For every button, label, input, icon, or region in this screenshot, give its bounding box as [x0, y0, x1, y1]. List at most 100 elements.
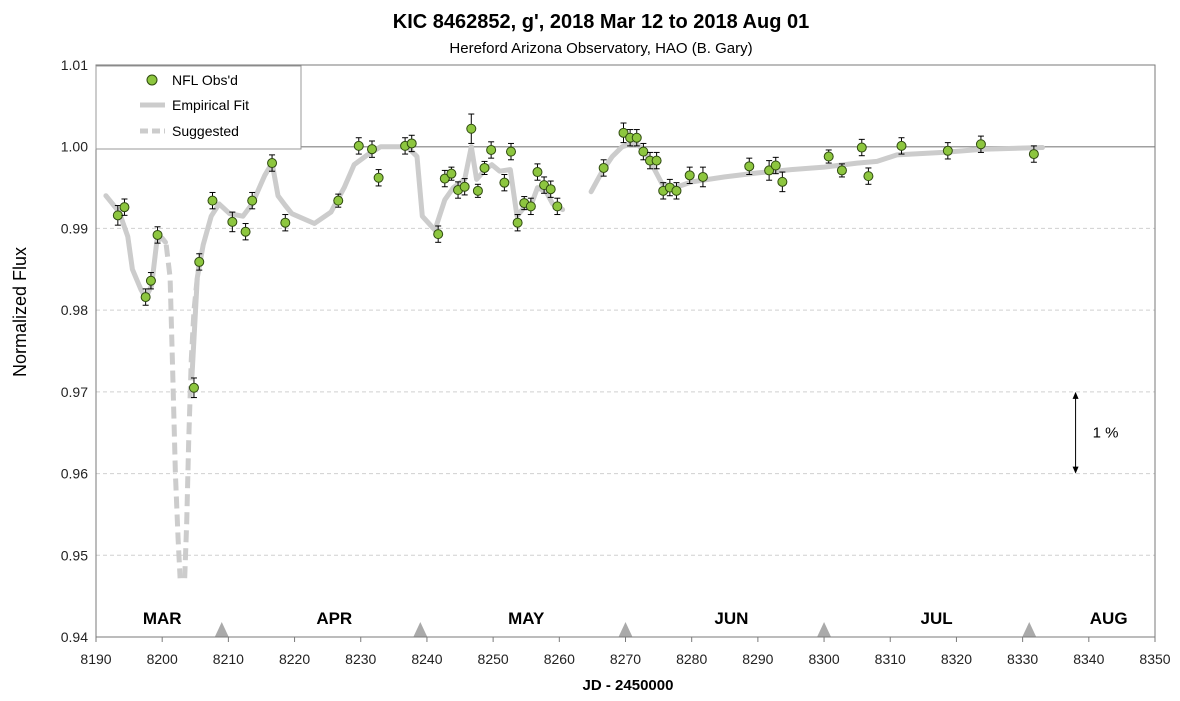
legend-marker-observed: [146, 74, 158, 86]
data-point: [280, 217, 291, 228]
fit-segment: [588, 140, 1045, 195]
data-point: [479, 162, 490, 173]
y-tick-label: 0.97: [61, 384, 88, 400]
data-point: [466, 123, 477, 134]
data-point: [744, 161, 755, 172]
x-tick-label: 8300: [808, 651, 839, 667]
chart-title: KIC 8462852, g', 2018 Mar 12 to 2018 Aug…: [393, 11, 809, 33]
data-point: [333, 195, 344, 206]
data-point: [433, 229, 444, 240]
data-point: [770, 160, 781, 171]
data-point: [525, 201, 536, 212]
month-boundary-triangle: [214, 622, 229, 637]
data-point: [240, 226, 251, 237]
x-tick-label: 8270: [610, 651, 641, 667]
suggested-segment: [182, 252, 204, 579]
data-point: [598, 162, 609, 173]
month-label: MAR: [143, 609, 182, 628]
data-point: [896, 140, 907, 151]
x-tick-label: 8350: [1139, 651, 1170, 667]
legend-label-fit: Empirical Fit: [172, 97, 249, 113]
legend-box: [95, 65, 302, 150]
x-axis-label: JD - 2450000: [583, 677, 674, 694]
data-point: [777, 176, 788, 187]
scale-bar-label: 1 %: [1093, 425, 1119, 442]
y-tick-label: 0.94: [61, 629, 88, 645]
data-point: [152, 229, 163, 240]
data-point: [618, 127, 629, 138]
month-boundary-triangle: [413, 622, 428, 637]
scale-bar-arrow-down: [1072, 466, 1079, 474]
y-tick-label: 1.00: [61, 139, 88, 155]
month-label: APR: [316, 609, 352, 628]
y-tick-label: 0.98: [61, 302, 88, 318]
data-point: [227, 216, 238, 227]
data-point: [532, 167, 543, 178]
observed-points: [112, 113, 1039, 399]
y-tick-label: 0.95: [61, 547, 88, 563]
data-point: [267, 158, 278, 169]
data-point: [194, 256, 205, 267]
data-point: [836, 165, 847, 176]
month-labels: MAR APR MAY JUN JUL AUG: [143, 609, 1128, 628]
data-point: [631, 132, 642, 143]
scale-bar-arrow-up: [1072, 391, 1079, 399]
data-point: [671, 185, 682, 196]
data-point: [1028, 149, 1039, 160]
data-point: [439, 173, 450, 184]
data-point: [112, 210, 123, 221]
data-point: [119, 202, 130, 213]
y-tick-label: 0.99: [61, 220, 88, 236]
month-label: MAY: [508, 609, 545, 628]
x-tick-label: 8190: [80, 651, 111, 667]
data-point: [499, 177, 510, 188]
x-tick-label: 8330: [1007, 651, 1038, 667]
suggested-curve: [163, 244, 204, 579]
x-tick-label: 8230: [345, 651, 376, 667]
y-axis-label: Normalized Flux: [10, 247, 30, 377]
data-point: [651, 155, 662, 166]
x-tick-label: 8320: [941, 651, 972, 667]
data-point: [472, 185, 483, 196]
data-point: [353, 140, 364, 151]
data-point: [459, 181, 470, 192]
data-point: [638, 146, 649, 157]
month-boundary-triangle: [618, 622, 633, 637]
data-point: [247, 195, 258, 206]
data-point: [446, 168, 457, 179]
data-point: [367, 144, 378, 155]
y-tick-label: 0.96: [61, 466, 88, 482]
legend: NFL Obs'd Empirical Fit Suggested: [95, 65, 302, 150]
x-tick-label: 8200: [147, 651, 178, 667]
data-point: [207, 195, 218, 206]
data-point: [823, 151, 834, 162]
suggested-segment: [163, 244, 183, 579]
month-label: AUG: [1090, 609, 1128, 628]
data-point: [140, 292, 151, 303]
legend-label-observed: NFL Obs'd: [172, 72, 238, 88]
legend-label-suggested: Suggested: [172, 123, 239, 139]
data-point: [764, 165, 775, 176]
data-point: [373, 172, 384, 183]
x-tick-label: 8240: [411, 651, 442, 667]
data-point: [512, 217, 523, 228]
x-tick-label: 8210: [213, 651, 244, 667]
x-tick-label: 8260: [544, 651, 575, 667]
scale-bar: 1 %: [1072, 391, 1119, 474]
x-axis-ticks: 8190 8200 8210 8220 8230 8240 8250 8260 8270 8280…: [80, 637, 1171, 667]
chart-subtitle: Hereford Arizona Observatory, HAO (B. Ga…: [449, 40, 752, 57]
data-point: [188, 382, 199, 393]
data-point: [486, 144, 497, 155]
month-label: JUL: [921, 609, 953, 628]
y-tick-label: 1.01: [61, 57, 88, 73]
data-point: [406, 138, 417, 149]
month-boundary-triangle: [1022, 622, 1037, 637]
x-tick-label: 8280: [676, 651, 707, 667]
data-point: [942, 145, 953, 156]
data-point: [545, 184, 556, 195]
x-tick-label: 8220: [279, 651, 310, 667]
data-point: [697, 171, 708, 182]
data-point: [505, 146, 516, 157]
month-boundary-triangle: [817, 622, 832, 637]
